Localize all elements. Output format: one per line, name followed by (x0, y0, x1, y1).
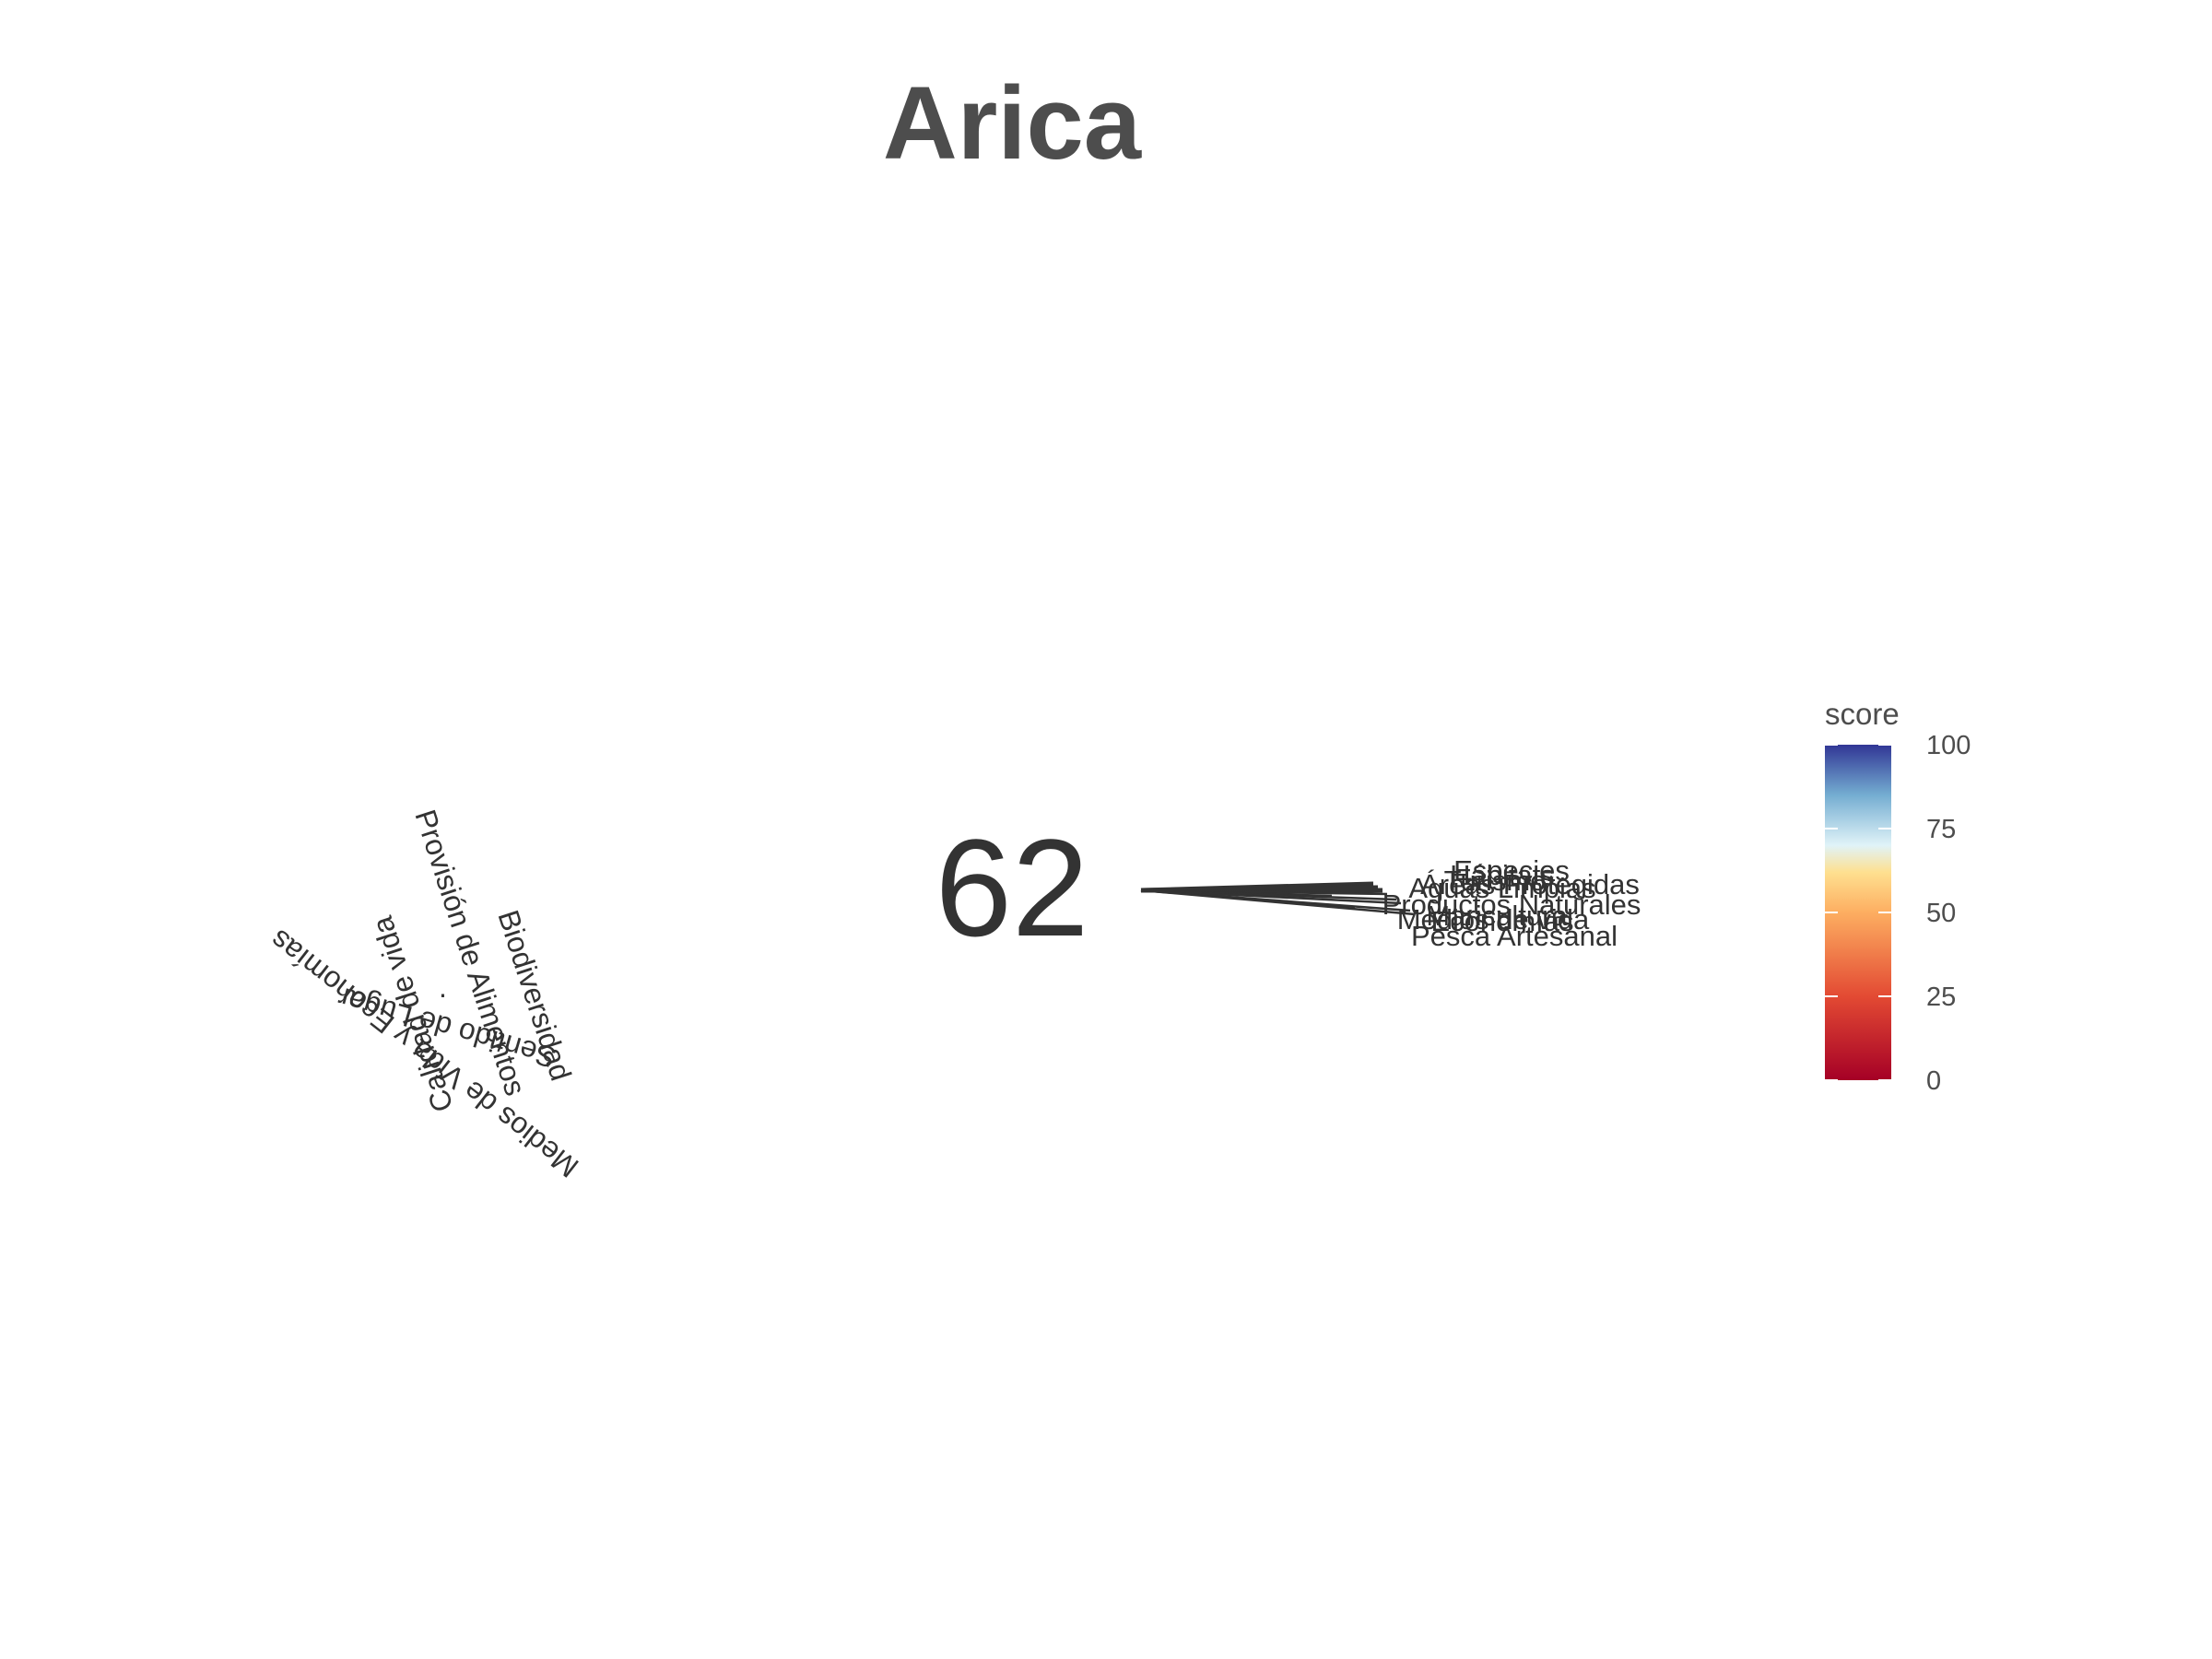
subgoal-label: Especies (1453, 854, 1570, 887)
subgoal-label: Economías (1430, 905, 1573, 937)
subgoal-label: Maricultura (1426, 900, 1568, 932)
legend-tick-label: 100 (1926, 731, 1971, 760)
subgoal-label: Turismo (1444, 865, 1547, 897)
legend-tick-label: 75 (1926, 815, 1956, 844)
petal-lines (1140, 881, 1416, 916)
subgoal-label: Productos Naturales (1382, 888, 1641, 921)
subgoal-label: Medios de vida (1397, 903, 1590, 935)
subgoal-label: Hábitats (1450, 859, 1555, 891)
legend-tick-label: 0 (1926, 1066, 1941, 1096)
chart-title: Arica (883, 65, 1142, 181)
subgoal-label: Pesca Artesanal (1411, 920, 1618, 952)
legend-tick-label: 50 (1926, 899, 1956, 928)
legend-tick-label: 25 (1926, 982, 1956, 1012)
legend-title: score (1825, 697, 1900, 731)
petal-line (1140, 888, 1416, 916)
goal-label-fragment: . (439, 971, 447, 1004)
subgoal-label: Áreas Protegidas (1420, 868, 1640, 900)
goal-labels: Provisión de AlimentosBiodiversidadSenti… (264, 806, 584, 1184)
score-legend: score 100 75 50 25 0 (1825, 697, 1971, 1096)
subgoal-label: Aguas Limpias (1408, 872, 1595, 904)
center-score: 62 (935, 810, 1089, 965)
